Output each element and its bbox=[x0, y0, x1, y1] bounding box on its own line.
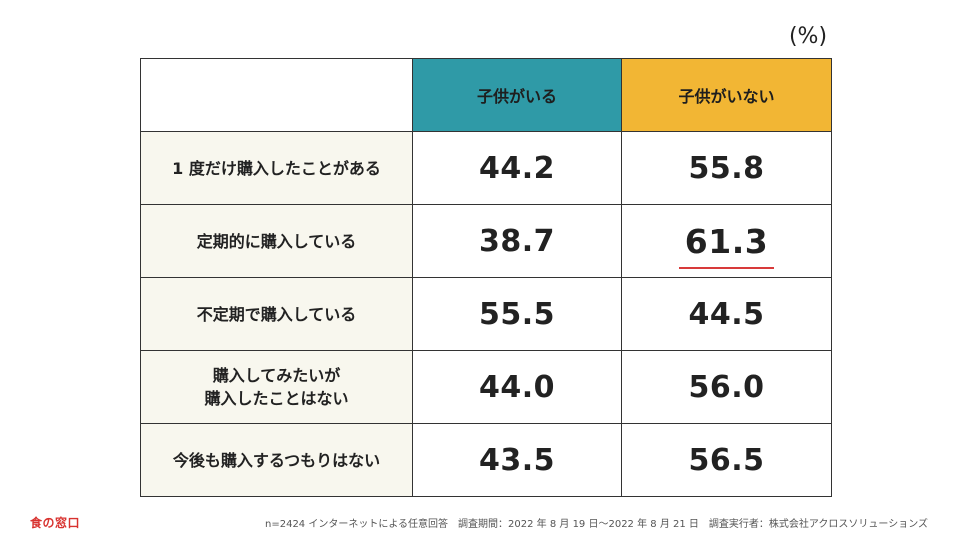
column-header-with-children: 子供がいる bbox=[412, 58, 622, 132]
table-row: 今後も購入するつもりはない 43.5 56.5 bbox=[140, 423, 832, 497]
value-cell: 44.5 bbox=[688, 296, 765, 332]
row-label: 今後も購入するつもりはない bbox=[140, 423, 413, 497]
value-cell: 56.0 bbox=[688, 369, 765, 405]
row-label: 不定期で購入している bbox=[140, 277, 413, 351]
table-row: 定期的に購入している 38.7 61.3 bbox=[140, 204, 832, 278]
value-cell: 55.5 bbox=[478, 296, 556, 332]
table-corner-cell bbox=[140, 58, 413, 132]
value-cell: 43.5 bbox=[478, 442, 556, 478]
column-header-without-children: 子供がいない bbox=[621, 58, 832, 132]
highlighted-value: 61.3 bbox=[684, 221, 769, 261]
table-header-row: 子供がいる 子供がいない bbox=[140, 58, 832, 132]
value-cell: 44.2 bbox=[478, 150, 556, 186]
table-row: 購入してみたいが 購入したことはない 44.0 56.0 bbox=[140, 350, 832, 424]
survey-footnote: n=2424 インターネットによる任意回答 調査期間：2022 年 8 月 19… bbox=[265, 519, 929, 530]
unit-label: (%) bbox=[788, 24, 828, 49]
value-cell: 38.7 bbox=[478, 223, 556, 259]
row-label: 定期的に購入している bbox=[140, 204, 413, 278]
highlight-underline bbox=[678, 266, 775, 269]
row-label-multiline: 購入してみたいが 購入したことはない bbox=[140, 350, 413, 424]
highlighted-value-cell: 61.3 bbox=[678, 221, 775, 269]
table-row: 1 度だけ購入したことがある 44.2 55.8 bbox=[140, 131, 832, 205]
table-row: 不定期で購入している 55.5 44.5 bbox=[140, 277, 832, 351]
value-cell: 56.5 bbox=[688, 442, 765, 478]
row-label: 1 度だけ購入したことがある bbox=[140, 131, 413, 205]
brand-logo: 食の窓口 bbox=[30, 516, 81, 530]
value-cell: 55.8 bbox=[688, 150, 765, 186]
comparison-table: 子供がいる 子供がいない 1 度だけ購入したことがある 44.2 55.8 定期… bbox=[140, 58, 832, 497]
value-cell: 44.0 bbox=[478, 369, 556, 405]
